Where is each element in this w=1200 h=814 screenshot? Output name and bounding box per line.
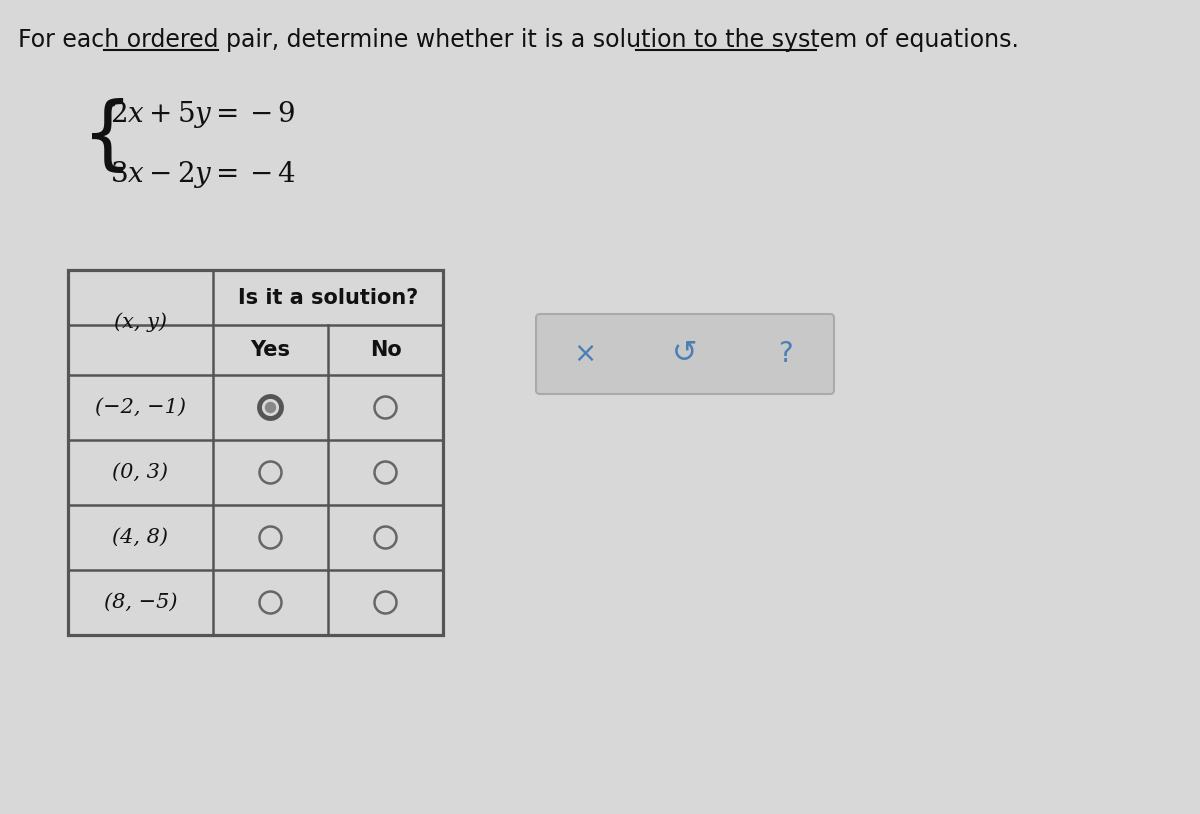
Text: (−2, −1): (−2, −1) xyxy=(95,398,186,417)
Text: For each ordered pair, determine whether it is a solution to the system of equat: For each ordered pair, determine whether… xyxy=(18,28,1019,52)
Text: (0, 3): (0, 3) xyxy=(113,463,168,482)
Text: No: No xyxy=(370,340,401,360)
FancyBboxPatch shape xyxy=(536,314,834,394)
Text: Yes: Yes xyxy=(251,340,290,360)
Text: $2x+5y=-9$: $2x+5y=-9$ xyxy=(110,99,295,130)
Text: (x, y): (x, y) xyxy=(114,313,167,332)
Text: ↺: ↺ xyxy=(672,339,697,369)
Text: $3x-2y=-4$: $3x-2y=-4$ xyxy=(110,160,296,190)
Text: ×: × xyxy=(574,340,596,368)
Text: ?: ? xyxy=(778,340,792,368)
Text: Is it a solution?: Is it a solution? xyxy=(238,287,418,308)
Circle shape xyxy=(265,402,276,414)
Text: (8, −5): (8, −5) xyxy=(103,593,178,612)
Text: (4, 8): (4, 8) xyxy=(113,528,168,547)
Text: {: { xyxy=(82,98,133,176)
